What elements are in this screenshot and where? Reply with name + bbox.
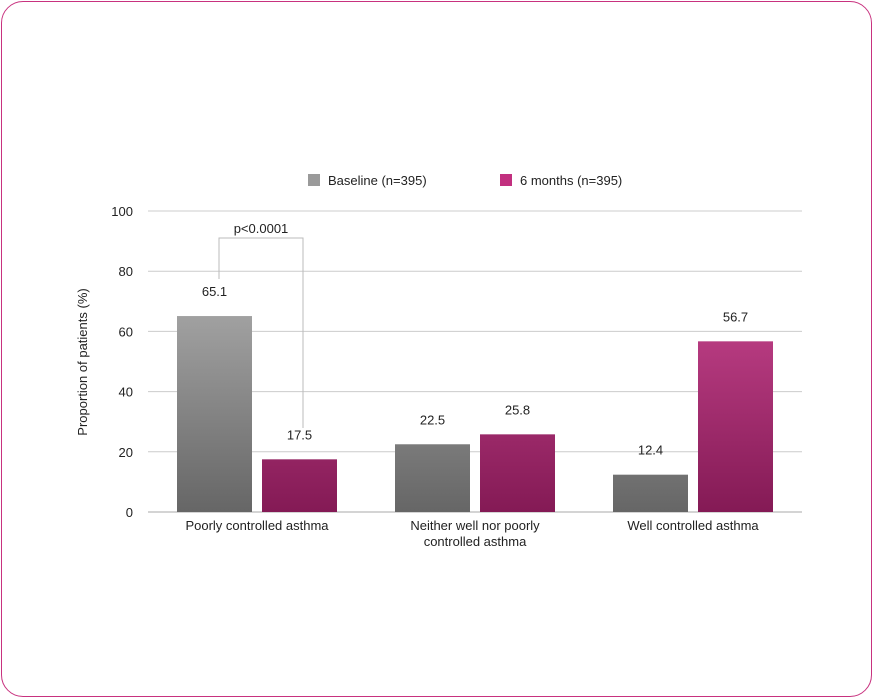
y-tick-label: 40 <box>119 385 133 400</box>
x-tick-label: Neither well nor poorly <box>410 518 540 533</box>
legend-label-baseline: Baseline (n=395) <box>328 173 427 188</box>
data-label: 12.4 <box>638 443 663 458</box>
y-tick-label: 20 <box>119 445 133 460</box>
x-tick-label: Well controlled asthma <box>627 518 759 533</box>
data-label: 22.5 <box>420 412 445 427</box>
bar-baseline <box>395 444 470 512</box>
bar-6-months <box>480 434 555 512</box>
data-label: 17.5 <box>287 427 312 442</box>
legend-swatch-6-months <box>500 174 512 186</box>
bar-6-months <box>698 341 773 512</box>
y-tick-label: 0 <box>126 505 133 520</box>
legend: Baseline (n=395) 6 months (n=395) <box>308 173 622 188</box>
y-tick-label: 100 <box>111 204 133 219</box>
bar-baseline <box>177 316 252 512</box>
data-label: 65.1 <box>202 284 227 299</box>
bar-baseline <box>613 474 688 512</box>
data-label: 25.8 <box>505 402 530 417</box>
y-tick-label: 80 <box>119 264 133 279</box>
legend-swatch-baseline <box>308 174 320 186</box>
bar-6-months <box>262 459 337 512</box>
bracket-line <box>218 237 304 428</box>
legend-label-6-months: 6 months (n=395) <box>520 173 622 188</box>
x-tick-label: Poorly controlled asthma <box>185 518 329 533</box>
data-label: 56.7 <box>723 309 748 324</box>
y-axis-label: Proportion of patients (%) <box>75 288 90 435</box>
p-value-label: p<0.0001 <box>234 221 289 236</box>
significance-bracket: p<0.0001 <box>218 221 304 428</box>
x-tick-label: controlled asthma <box>424 534 527 549</box>
y-tick-label: 60 <box>119 324 133 339</box>
